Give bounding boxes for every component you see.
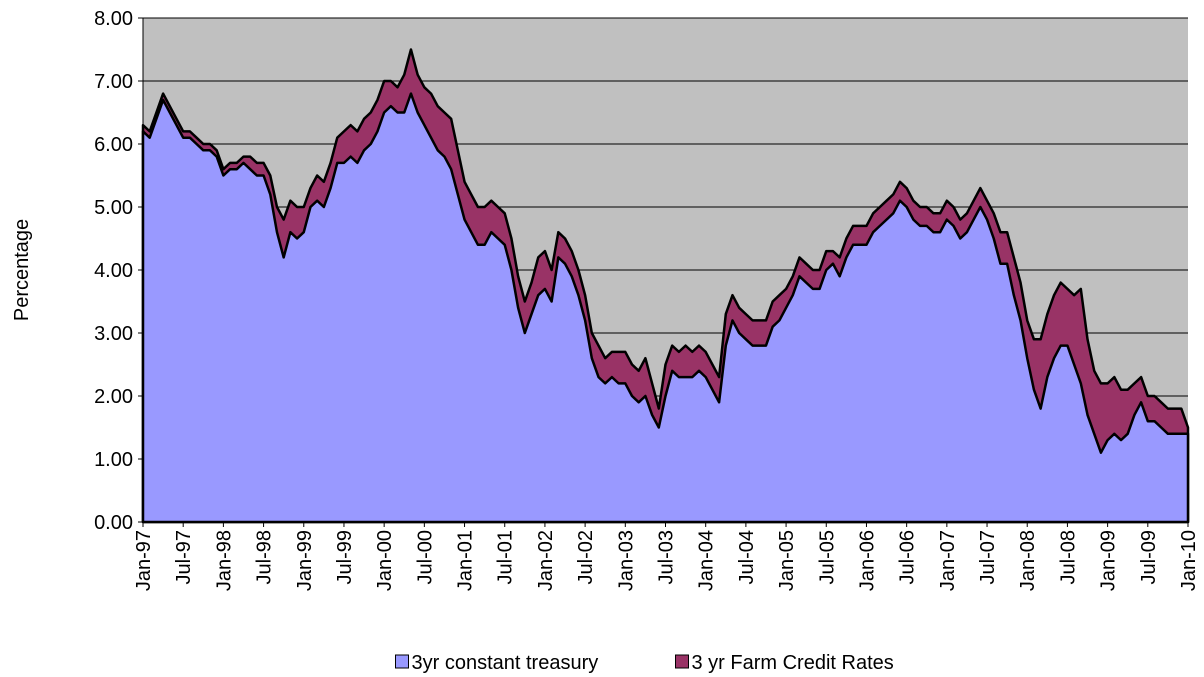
legend-label: 3 yr Farm Credit Rates: [692, 652, 894, 674]
x-tick-label: Jan-01: [455, 530, 477, 591]
x-tick-label: Jul-02: [575, 530, 597, 584]
y-tick-label: 5.00: [94, 197, 133, 219]
y-tick-label: 3.00: [94, 323, 133, 345]
x-tick-label: Jan-05: [776, 530, 798, 591]
x-tick-label: Jan-00: [374, 530, 396, 591]
x-tick-label: Jul-07: [977, 530, 999, 584]
y-axis-label: Percentage: [11, 219, 33, 321]
x-tick-label: Jul-00: [414, 530, 436, 584]
y-tick-label: 6.00: [94, 134, 133, 156]
x-tick-label: Jan-04: [696, 530, 718, 591]
x-tick-label: Jan-09: [1098, 530, 1120, 591]
x-tick-label: Jan-98: [213, 530, 235, 591]
legend-swatch: [675, 654, 689, 669]
x-tick-label: Jul-97: [173, 530, 195, 584]
legend-label: 3yr constant treasury: [412, 652, 599, 674]
x-tick-label: Jul-08: [1057, 530, 1079, 584]
x-tick-label: Jul-98: [254, 530, 276, 584]
area: [141, 92, 1190, 524]
x-tick-label: Jul-09: [1138, 530, 1160, 584]
x-tick-label: Jan-99: [294, 530, 316, 591]
x-tick-label: Jan-10: [1178, 530, 1200, 591]
x-tick-label: Jan-06: [856, 530, 878, 591]
x-tick-label: Jan-07: [937, 530, 959, 591]
x-tick-label: Jul-04: [736, 530, 758, 584]
x-tick-label: Jan-03: [615, 530, 637, 591]
y-tick-label: 1.00: [94, 449, 133, 471]
x-tick-label: Jul-01: [495, 530, 517, 584]
x-tick-label: Jul-06: [897, 530, 919, 584]
x-tick-label: Jan-97: [133, 530, 155, 591]
x-tick-label: Jan-08: [1017, 530, 1039, 591]
y-tick-label: 2.00: [94, 386, 133, 408]
x-tick-label: Jul-99: [334, 530, 356, 584]
y-tick-label: 8.00: [94, 8, 133, 30]
x-tick-label: Jan-02: [535, 530, 557, 591]
legend-swatch: [395, 654, 409, 669]
x-tick-label: Jul-05: [816, 530, 838, 584]
y-tick-label: 0.00: [94, 512, 133, 534]
y-tick-label: 7.00: [94, 71, 133, 93]
x-tick-label: Jul-03: [656, 530, 678, 584]
y-tick-label: 4.00: [94, 260, 133, 282]
